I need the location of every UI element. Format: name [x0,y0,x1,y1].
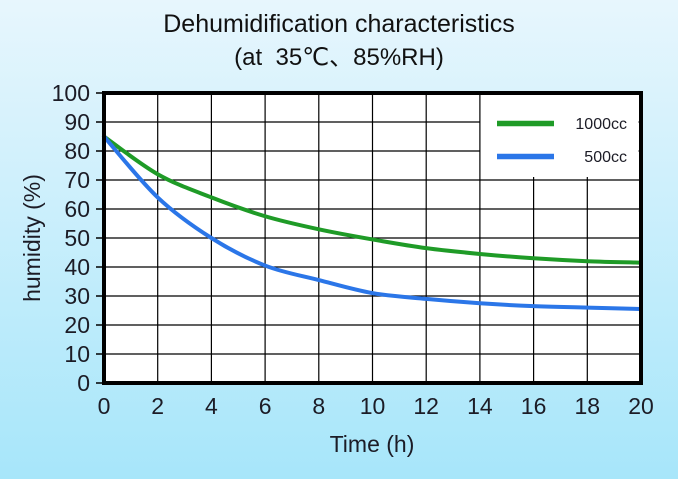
y-tick-label: 80 [64,138,90,164]
x-tick-label: 20 [628,393,654,419]
title-block: Dehumidification characteristics (at 35℃… [0,6,678,73]
y-tick-label: 20 [64,312,90,338]
legend-label-500cc: 500cc [584,149,627,166]
y-tick-label: 100 [52,80,90,106]
x-tick-label: 14 [467,393,493,419]
legend-label-1000cc: 1000cc [575,116,627,133]
x-tick-label: 6 [259,393,272,419]
x-tick-label: 4 [205,393,218,419]
x-axis-title: Time (h) [330,431,415,457]
series-line-1000cc [102,134,643,265]
y-tick-label: 0 [77,370,90,396]
x-tick-label: 2 [151,393,164,419]
y-tick-label: 30 [64,283,90,309]
x-tick-label: 18 [575,393,601,419]
y-tick-label: 40 [64,254,90,280]
y-axis-title: humidity (%) [19,174,45,302]
x-tick-label: 16 [521,393,547,419]
x-tick-label: 0 [98,393,111,419]
y-tick-label: 60 [64,196,90,222]
chart-title: Dehumidification characteristics [163,10,515,38]
x-tick-label: 8 [312,393,325,419]
y-tick-label: 90 [64,109,90,135]
legend-box [480,95,639,177]
y-tick-label: 70 [64,167,90,193]
chart-subtitle: (at 35℃、85%RH) [234,44,444,71]
y-tick-label: 50 [64,225,90,251]
y-tick-label: 10 [64,341,90,367]
plot-border [102,91,643,385]
x-tick-label: 12 [413,393,439,419]
series-line-500cc [102,134,643,312]
x-tick-label: 10 [360,393,386,419]
